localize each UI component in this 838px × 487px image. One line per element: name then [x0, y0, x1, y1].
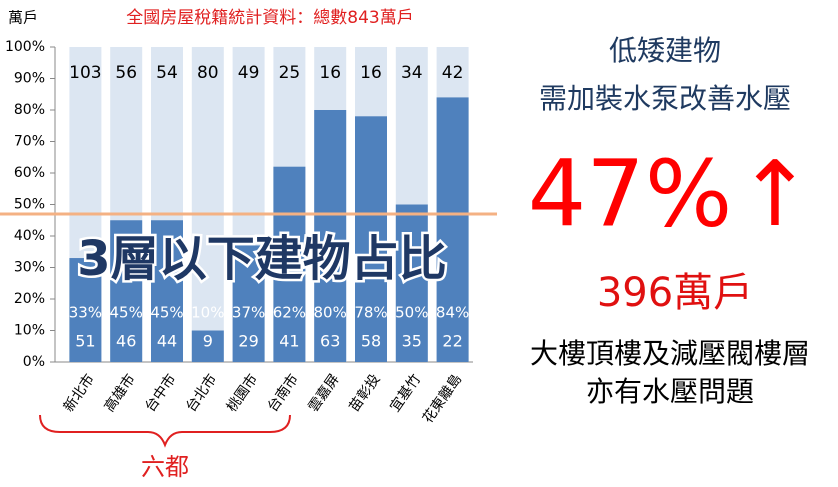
x-tick-label: 苗彰投 [346, 371, 384, 415]
count-high: 16 [360, 63, 382, 83]
y-tick-label: 30% [14, 260, 45, 276]
group-brace [39, 414, 291, 448]
y-tick-label: 10% [14, 323, 45, 339]
bar [355, 116, 387, 362]
bar [191, 330, 224, 362]
x-tick-label: 台中市 [142, 371, 180, 415]
value-label: 45% [110, 304, 143, 322]
value-label: 10% [191, 304, 224, 322]
y-tick-label: 90% [14, 71, 45, 87]
y-tick-label: 50% [14, 197, 45, 213]
value-label: 80% [314, 304, 347, 322]
count-high: 25 [279, 63, 301, 83]
count-low: 35 [402, 332, 422, 351]
y-tick-label: 80% [14, 102, 45, 118]
y-tick-label: 0% [23, 354, 45, 370]
bar [395, 204, 428, 362]
bar-background [191, 47, 224, 362]
value-label: 33% [69, 304, 102, 322]
count-low: 51 [75, 332, 95, 351]
count-high: 34 [401, 63, 423, 83]
count-low: 41 [279, 332, 299, 351]
bar [69, 258, 102, 362]
count-high: 16 [319, 63, 341, 83]
side-heading: 需加裝水泵改善水壓 [539, 82, 791, 115]
side-count: 396萬戶 [597, 270, 753, 316]
value-label: 84% [436, 304, 469, 322]
x-tick-label: 高雄市 [101, 371, 139, 415]
x-tick-label: 雲嘉屏 [306, 371, 343, 415]
x-tick-label: 桃園市 [223, 371, 261, 415]
count-low: 58 [361, 332, 381, 351]
x-tick-label: 花東離島 [419, 371, 465, 427]
count-high: 42 [442, 63, 464, 83]
count-low: 44 [157, 332, 177, 351]
y-tick-label: 100% [5, 39, 45, 55]
bar [436, 97, 469, 363]
overlay-label: 3層以下建物占比 [77, 231, 446, 287]
y-tick-label: 20% [14, 291, 45, 307]
count-low: 22 [442, 332, 462, 351]
count-high: 54 [156, 63, 178, 83]
bar [273, 166, 306, 362]
chart-title: 全國房屋稅籍統計資料：總數843萬戶 [126, 8, 413, 28]
bar [110, 220, 143, 362]
y-tick-label: 70% [14, 134, 45, 150]
bar [151, 220, 183, 362]
y-unit: 萬戶 [8, 9, 38, 27]
value-label: 62% [273, 304, 306, 322]
value-label: 78% [354, 304, 387, 322]
x-tick-label: 宜基竹 [386, 371, 424, 415]
value-label: 37% [232, 304, 265, 322]
count-low: 29 [238, 332, 258, 351]
y-tick-label: 60% [14, 165, 45, 181]
count-high: 56 [115, 63, 137, 83]
count-high: 80 [197, 63, 219, 83]
value-label: 45% [150, 304, 183, 322]
bar [314, 110, 347, 362]
side-note: 亦有水壓問題 [586, 375, 754, 408]
x-tick-label: 台北市 [182, 371, 220, 415]
side-note: 大樓頂樓及減壓閥樓層 [530, 337, 810, 370]
x-tick-label: 新北市 [60, 371, 98, 415]
bar [232, 245, 265, 362]
y-tick-label: 40% [14, 228, 45, 244]
count-low: 46 [116, 332, 136, 351]
x-tick-label: 台南市 [264, 371, 302, 415]
group-label: 六都 [141, 453, 189, 481]
arrow: ↑ [737, 142, 812, 247]
count-low: 9 [203, 332, 213, 351]
value-label: 50% [395, 304, 428, 322]
count-low: 63 [320, 332, 340, 351]
count-high: 49 [238, 63, 260, 83]
count-high: 103 [69, 63, 101, 83]
side-heading: 低矮建物 [609, 34, 721, 67]
highlight-value: 47% [528, 140, 732, 247]
